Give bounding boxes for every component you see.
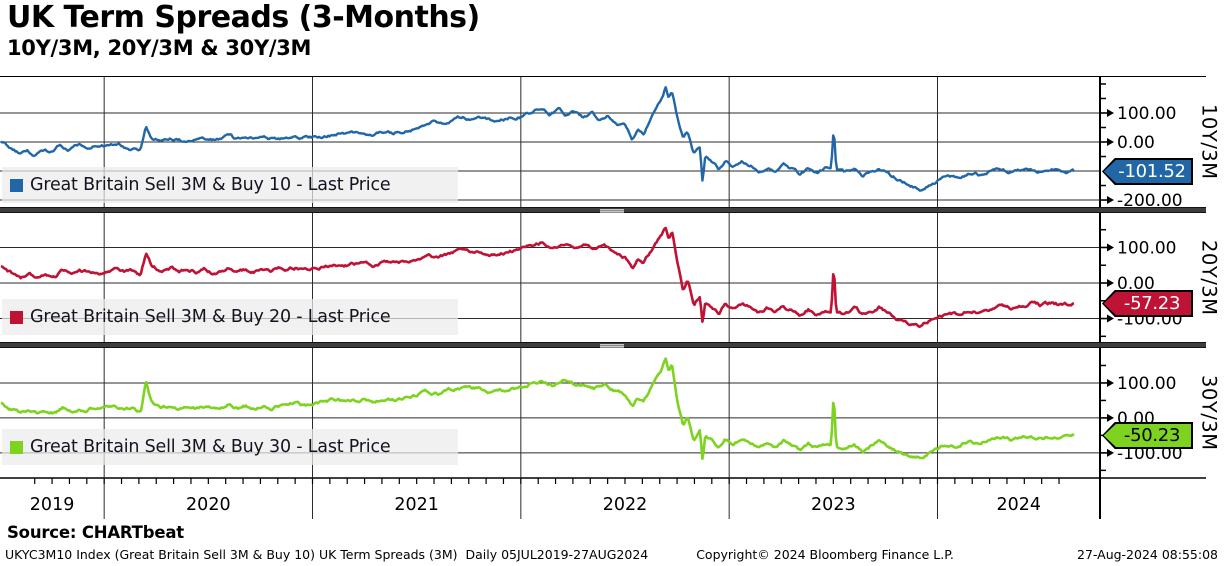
svg-text:100.00: 100.00 <box>1117 374 1176 394</box>
panel-divider-1[interactable] <box>0 207 1206 213</box>
panel-divider-2-grip-icon[interactable] <box>600 344 624 348</box>
svg-text:2022: 2022 <box>603 495 648 515</box>
legend-30y3m: Great Britain Sell 3M & Buy 30 - Last Pr… <box>2 429 458 465</box>
panel-axis-label-10y3m: 10Y/3M <box>1197 104 1221 180</box>
chart-top-border <box>0 76 1206 77</box>
source-line: Source: CHARTbeat <box>7 523 184 542</box>
svg-text:2020: 2020 <box>186 495 231 515</box>
legend-swatch-blue-icon <box>10 178 23 192</box>
legend-swatch-red-icon <box>10 310 23 324</box>
svg-text:0.00: 0.00 <box>1117 274 1155 294</box>
footnote-timestamp: 27-Aug-2024 08:55:08 <box>1077 547 1218 562</box>
svg-text:-200.00: -200.00 <box>1117 191 1183 207</box>
last-price-badge-10y3m: -101.52 <box>1102 158 1193 185</box>
panel-axis-label-20y3m: 20Y/3M <box>1197 239 1221 316</box>
panel-divider-2[interactable] <box>0 342 1206 348</box>
svg-text:0.00: 0.00 <box>1117 133 1155 153</box>
last-price-badge-20y3m: -57.23 <box>1102 290 1193 317</box>
svg-text:2024: 2024 <box>996 495 1041 515</box>
x-axis-strip: 2019 2020 2021 2022 2023 2024 <box>0 477 1206 519</box>
svg-text:2021: 2021 <box>394 495 439 515</box>
svg-text:100.00: 100.00 <box>1117 238 1176 258</box>
footnote-description: UKYC3M10 Index (Great Britain Sell 3M & … <box>5 547 649 562</box>
page-subtitle: 10Y/3M, 20Y/3M & 30Y/3M <box>7 36 312 60</box>
panel-divider-1-grip-icon[interactable] <box>600 209 624 213</box>
last-price-value: -50.23 <box>1123 425 1181 446</box>
page-title: UK Term Spreads (3-Months) <box>7 0 480 35</box>
legend-20y3m: Great Britain Sell 3M & Buy 20 - Last Pr… <box>2 299 458 335</box>
last-price-value: -101.52 <box>1118 161 1186 182</box>
legend-10y3m: Great Britain Sell 3M & Buy 10 - Last Pr… <box>2 167 458 203</box>
panel-axis-label-30y3m: 30Y/3M <box>1197 374 1221 451</box>
legend-label: Great Britain Sell 3M & Buy 20 - Last Pr… <box>30 307 391 327</box>
footnote-copyright: Copyright© 2024 Bloomberg Finance L.P. <box>696 547 954 562</box>
svg-text:2019: 2019 <box>30 495 75 515</box>
svg-text:100.00: 100.00 <box>1117 104 1176 124</box>
last-price-badge-30y3m: -50.23 <box>1102 422 1193 449</box>
svg-text:2023: 2023 <box>811 495 856 515</box>
legend-label: Great Britain Sell 3M & Buy 30 - Last Pr… <box>30 437 391 457</box>
legend-label: Great Britain Sell 3M & Buy 10 - Last Pr… <box>30 175 391 195</box>
last-price-value: -57.23 <box>1123 293 1181 314</box>
legend-swatch-green-icon <box>10 440 23 454</box>
